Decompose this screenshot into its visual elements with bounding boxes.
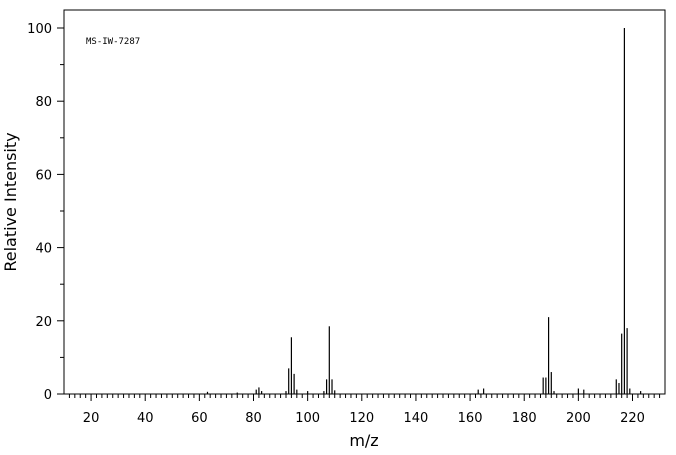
x-tick-label: 200 <box>566 411 591 426</box>
y-tick-label: 100 <box>27 22 52 37</box>
x-tick-label: 140 <box>404 411 429 426</box>
x-tick-label: 160 <box>458 411 483 426</box>
x-tick-label: 40 <box>137 411 154 426</box>
x-tick-label: 220 <box>620 411 645 426</box>
x-tick-label: 120 <box>349 411 374 426</box>
x-tick-label: 60 <box>191 411 208 426</box>
x-tick-label: 100 <box>295 411 320 426</box>
y-axis-ticks: 0 20 40 60 80 100 <box>27 22 64 403</box>
spectrum-peaks <box>206 28 642 394</box>
y-tick-label: 20 <box>35 315 52 330</box>
plot-frame <box>63 9 666 395</box>
x-tick-label: 180 <box>512 411 537 426</box>
x-axis-title: m/z <box>349 431 378 450</box>
y-tick-label: 60 <box>35 168 52 183</box>
spectrum-annotation: MS-IW-7287 <box>86 37 140 47</box>
y-tick-label: 80 <box>35 95 52 110</box>
y-tick-label: 40 <box>35 242 52 257</box>
y-tick-label: 0 <box>44 388 52 403</box>
y-axis-title: Relative Intensity <box>1 132 20 271</box>
x-tick-label: 20 <box>83 411 100 426</box>
x-axis-ticks: 20 40 60 80 100 120 140 160 180 200 220 <box>68 394 661 426</box>
x-tick-label: 80 <box>245 411 262 426</box>
